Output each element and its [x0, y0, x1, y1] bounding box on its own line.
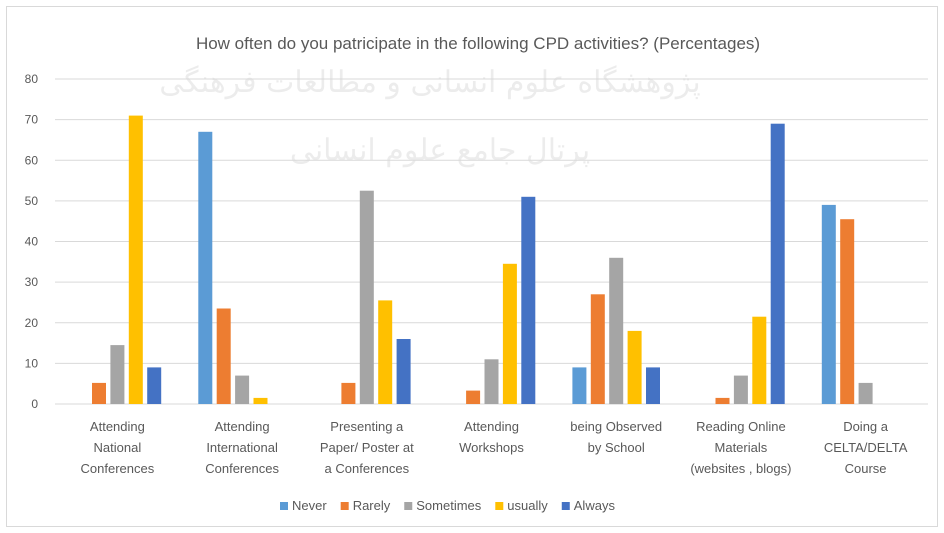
- y-tick-label: 20: [25, 316, 39, 330]
- bar-always-3: [521, 196, 536, 404]
- watermark-line-1: پرتال جامع علوم انسانی: [290, 133, 590, 168]
- legend-swatch-always: [561, 502, 570, 510]
- watermark-line-0: پژوهشگاه علوم انسانی و مطالعات فرهنگی: [159, 65, 701, 100]
- bar-rarely-6: [840, 219, 855, 404]
- legend: Never Rarely Sometimes usually Always: [280, 498, 615, 513]
- bar-never-1: [198, 131, 213, 405]
- bar-usually-4: [627, 330, 642, 404]
- bar-rarely-5: [715, 397, 730, 404]
- legend-label-rarely: Rarely: [353, 498, 391, 513]
- category-label: by School: [588, 440, 645, 455]
- category-label: Attending: [464, 419, 519, 434]
- y-tick-label: 40: [25, 235, 39, 249]
- category-label: a Conferences: [325, 461, 410, 476]
- legend-swatch-sometimes: [404, 502, 413, 510]
- y-tick-label: 70: [25, 113, 39, 127]
- x-axis-categories: Attending National Conferences Attending Int…: [81, 419, 908, 476]
- bar-rarely-1: [216, 308, 231, 404]
- bar-always-4: [646, 367, 660, 404]
- bar-sometimes-4: [609, 257, 624, 405]
- bar-rarely-2: [341, 382, 356, 404]
- legend-swatch-never: [280, 502, 288, 510]
- bar-rarely-0: [92, 382, 106, 404]
- legend-label-never: Never: [292, 498, 327, 513]
- y-tick-label: 10: [25, 356, 39, 370]
- category-label: being Observed: [570, 419, 662, 434]
- bar-never-4: [572, 367, 587, 404]
- legend-swatch-usually: [495, 502, 504, 510]
- gridlines: [55, 78, 928, 405]
- category-label: Conferences: [81, 461, 155, 476]
- bar-usually-5: [752, 316, 767, 404]
- bar-sometimes-0: [110, 345, 125, 404]
- bar-sometimes-2: [359, 190, 374, 404]
- category-label: Paper/ Poster at: [320, 440, 414, 455]
- bar-usually-0: [128, 115, 143, 404]
- category-label: Reading Online: [696, 419, 786, 434]
- category-label: National: [94, 440, 142, 455]
- bar-never-6: [821, 204, 836, 404]
- category-label: Course: [845, 461, 887, 476]
- legend-label-usually: usually: [507, 498, 548, 513]
- y-tick-label: 60: [25, 153, 39, 167]
- bar-always-0: [147, 367, 162, 404]
- bar-usually-3: [502, 263, 517, 404]
- bar-rarely-4: [590, 294, 605, 404]
- category-label: Attending: [90, 419, 145, 434]
- bars: [92, 115, 873, 405]
- category-label: Workshops: [459, 440, 524, 455]
- category-label: Doing a: [843, 419, 889, 434]
- y-axis-ticks: 0 10 20 30 40 50 60 70 80: [25, 72, 39, 411]
- bar-rarely-3: [466, 390, 481, 404]
- bar-sometimes-6: [858, 382, 873, 404]
- category-label: Materials: [715, 440, 768, 455]
- category-label: International: [206, 440, 278, 455]
- y-tick-label: 30: [25, 275, 39, 289]
- bar-always-5: [770, 123, 785, 404]
- bar-usually-1: [253, 397, 268, 404]
- category-label: Presenting a: [330, 419, 404, 434]
- y-tick-label: 50: [25, 194, 39, 208]
- bar-sometimes-5: [733, 375, 748, 404]
- y-tick-label: 80: [25, 72, 39, 86]
- bar-sometimes-1: [235, 375, 250, 404]
- bar-usually-2: [378, 300, 393, 404]
- legend-label-sometimes: Sometimes: [416, 498, 482, 513]
- legend-label-always: Always: [574, 498, 616, 513]
- y-tick-label: 0: [31, 397, 38, 411]
- category-label: Conferences: [205, 461, 279, 476]
- bar-always-2: [396, 339, 411, 404]
- bar-sometimes-3: [484, 359, 499, 404]
- legend-swatch-rarely: [340, 502, 349, 510]
- chart-title: How often do you patricipate in the foll…: [196, 34, 760, 53]
- watermark: پژوهشگاه علوم انسانی و مطالعات فرهنگی پرت…: [159, 65, 701, 168]
- category-label: CELTA/DELTA: [824, 440, 908, 455]
- category-label: (websites , blogs): [690, 461, 791, 476]
- category-label: Attending: [215, 419, 270, 434]
